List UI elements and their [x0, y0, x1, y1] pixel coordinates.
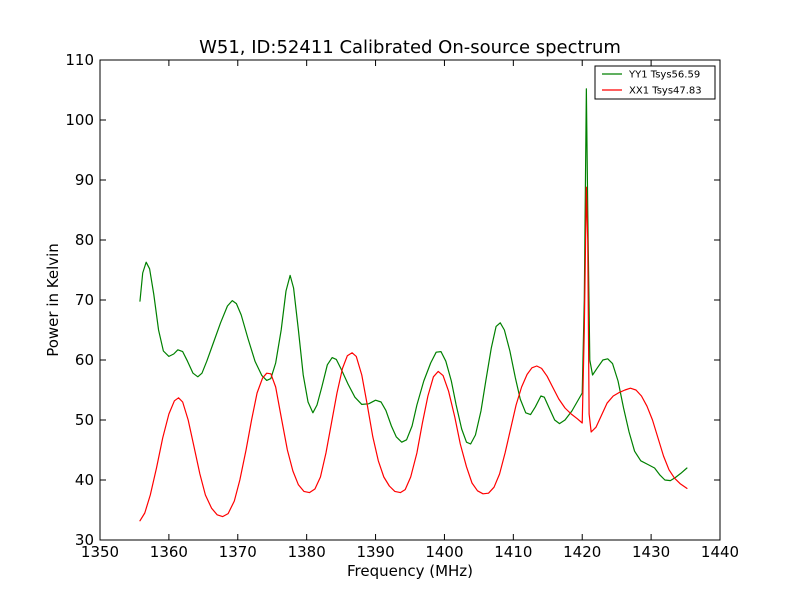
x-tick-label: 1420 [563, 543, 601, 561]
x-tick-label: 1430 [632, 543, 670, 561]
series-line-yy1 [139, 88, 688, 482]
y-tick-label: 40 [75, 471, 94, 489]
legend-box [594, 65, 716, 100]
chart-title: W51, ID:52411 Calibrated On-source spect… [199, 37, 621, 58]
y-tick-label: 50 [75, 411, 94, 429]
y-axis-label: Power in Kelvin [44, 243, 62, 357]
series-line-xx1 [139, 186, 688, 522]
y-tick-label: 60 [75, 351, 94, 369]
legend-label-yy1: YY1 Tsys56.59 [628, 70, 700, 81]
x-tick-label: 1370 [219, 543, 257, 561]
x-axis-label: Frequency (MHz) [347, 562, 473, 580]
y-tick-label: 30 [75, 531, 94, 549]
legend: YY1 Tsys56.59 XX1 Tsys47.83 [594, 65, 716, 100]
y-tick-label: 80 [75, 231, 94, 249]
x-tick-label: 1360 [150, 543, 188, 561]
x-tick-label: 1390 [356, 543, 394, 561]
y-tick-label: 70 [75, 291, 94, 309]
series-layer [139, 88, 688, 522]
x-tick-label: 1400 [425, 543, 463, 561]
x-tick-label: 1410 [494, 543, 532, 561]
plot-area [100, 60, 720, 540]
y-tick-label: 90 [75, 171, 94, 189]
legend-label-xx1: XX1 Tsys47.83 [629, 86, 702, 97]
y-tick-label: 110 [65, 51, 94, 69]
x-tick-label: 1350 [81, 543, 119, 561]
y-tick-label: 100 [65, 111, 94, 129]
x-tick-label: 1380 [288, 543, 326, 561]
plot-background [100, 60, 720, 540]
ticks-layer: 1350 1360 1370 1380 1390 1400 1410 1420 1430 1440… [65, 51, 739, 561]
x-tick-label: 1440 [701, 543, 739, 561]
